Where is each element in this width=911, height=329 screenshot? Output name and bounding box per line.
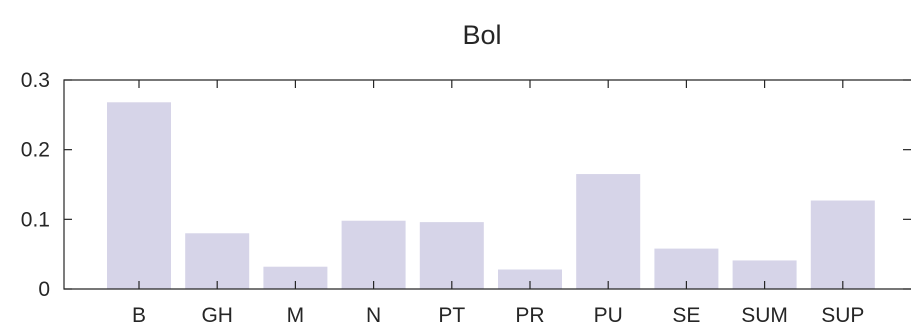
x-tick-label: PT: [438, 304, 465, 327]
axes-box: [63, 79, 911, 290]
y-tick-labels: 0 0.1 0.2 0.3: [21, 69, 50, 301]
x-tick-label: SUP: [821, 304, 864, 327]
x-tick-label: M: [287, 304, 305, 327]
bar-m: [263, 266, 328, 289]
bars-group: [107, 102, 875, 289]
bar-sup: [810, 200, 875, 289]
y-tick-label: 0.2: [21, 139, 50, 162]
x-tick-label: GH: [201, 304, 233, 327]
x-tick-label: SE: [672, 304, 700, 327]
x-tick-label: B: [132, 304, 146, 327]
x-tick-label: SUM: [741, 304, 788, 327]
axes-group: [63, 79, 911, 290]
x-tick-labels: B GH M N PT PR PU SE SUM SUP: [132, 304, 864, 327]
y-tick-label: 0.3: [21, 69, 50, 92]
bar-pu: [576, 174, 641, 289]
bar-n: [341, 220, 406, 289]
x-tick-label: PU: [594, 304, 623, 327]
y-tick-label: 0: [38, 278, 50, 301]
x-tick-label: PR: [515, 304, 544, 327]
bar-b: [107, 102, 171, 289]
bar-pt: [419, 222, 484, 289]
bar-gh: [185, 233, 250, 289]
chart-title: Bol: [462, 20, 501, 50]
bar-pr: [498, 269, 562, 289]
y-tick-label: 0.1: [21, 208, 50, 231]
x-tick-label: N: [366, 304, 381, 327]
